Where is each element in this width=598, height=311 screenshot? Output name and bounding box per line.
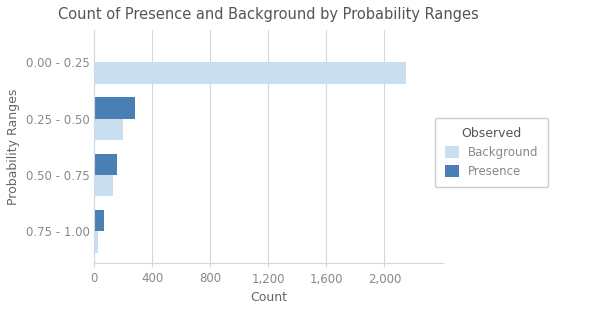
Bar [94,231,98,253]
Bar [94,62,406,84]
Title: Count of Presence and Background by Probability Ranges: Count of Presence and Background by Prob… [58,7,479,22]
Y-axis label: Probability Ranges: Probability Ranges [7,89,20,205]
Bar [94,154,117,175]
Bar [94,118,123,140]
Bar [94,210,103,231]
Bar [94,97,135,118]
X-axis label: Count: Count [250,291,287,304]
Legend: Background, Presence: Background, Presence [435,118,548,188]
Bar [94,175,113,197]
